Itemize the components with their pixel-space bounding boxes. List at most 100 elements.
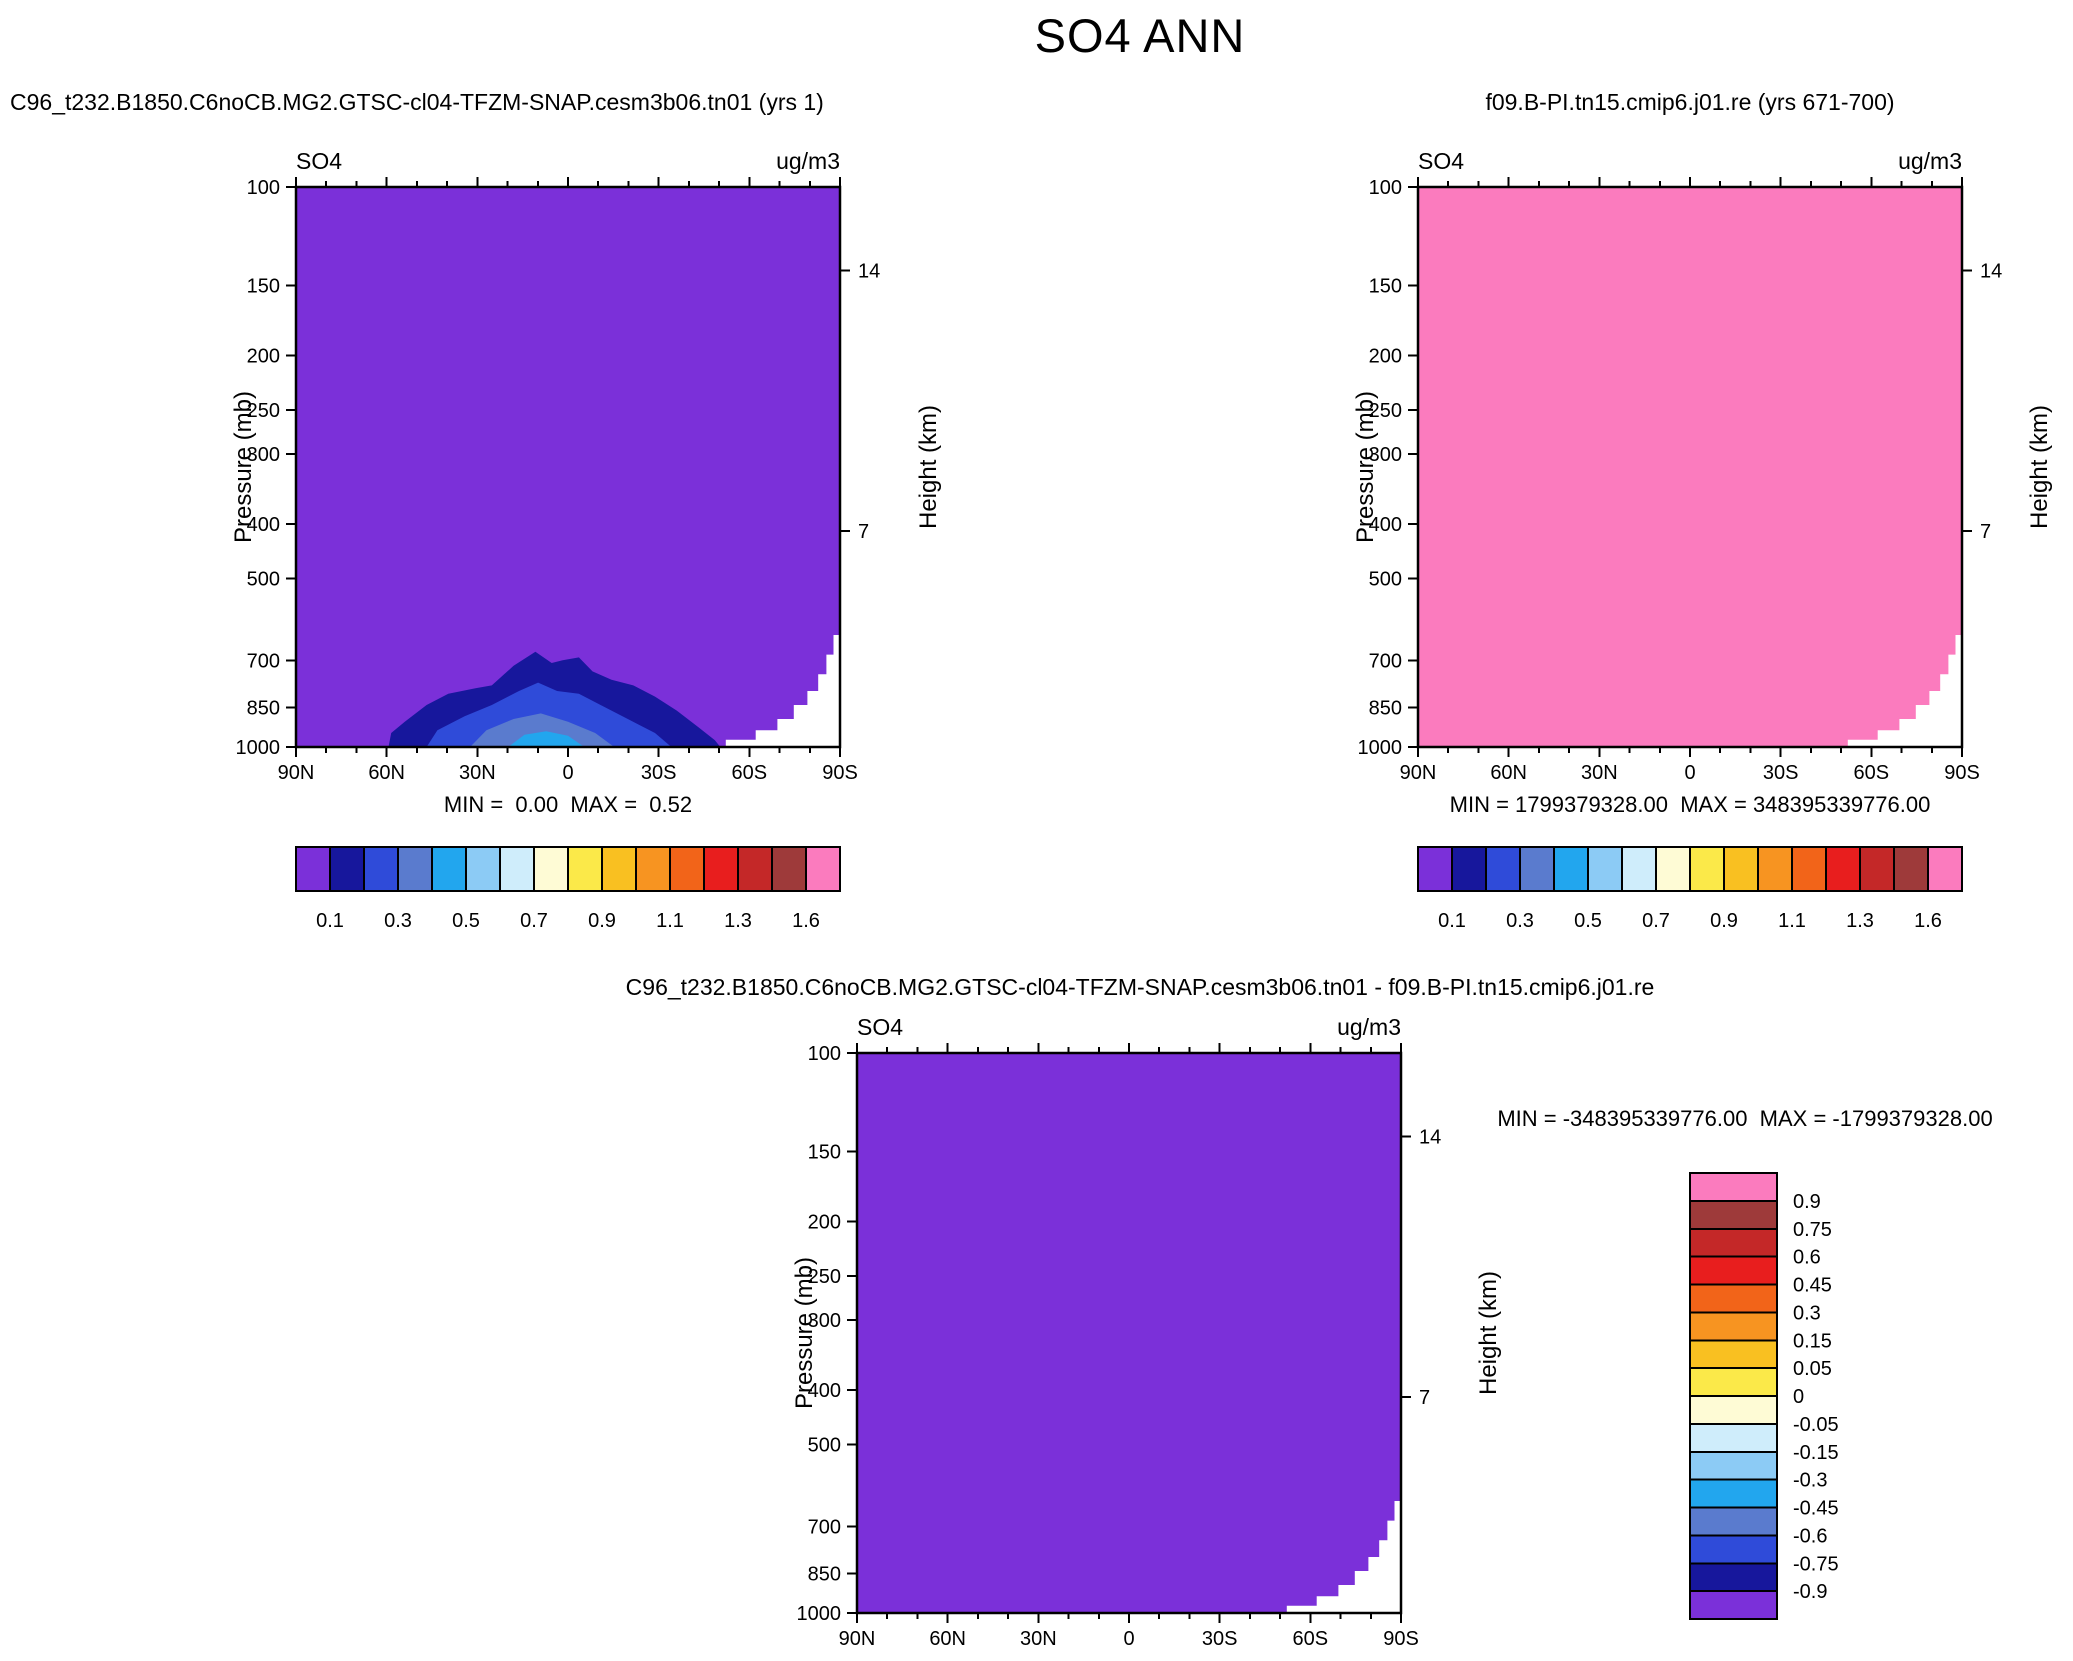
lat-tick-label: 90S	[822, 762, 858, 784]
pressure-tick-label: 400	[1369, 514, 1402, 536]
panel1-header-row: SO4 ug/m3	[296, 148, 840, 175]
colorbar-label: 1.3	[1846, 910, 1874, 932]
pressure-tick-label: 250	[808, 1266, 841, 1288]
colorbar-label: 0.9	[588, 910, 616, 932]
pressure-tick-label: 150	[247, 276, 280, 298]
lat-tick-label: 90S	[1383, 1628, 1419, 1650]
pressure-tick-label: 250	[247, 400, 280, 422]
colorbar-label: -0.6	[1793, 1525, 1827, 1547]
panel3-title: C96_t232.B1850.C6noCB.MG2.GTSC-cl04-TFZM…	[625, 974, 1655, 1000]
panel3-minmax-text: MIN = -348395339776.00 MAX = -1799379328…	[1497, 1106, 1993, 1131]
colorbar-label: 0.3	[1506, 910, 1534, 932]
colorbar-label: -0.15	[1793, 1442, 1839, 1464]
pressure-tick-label: 500	[808, 1434, 841, 1456]
colorbar-label: 0.5	[452, 910, 480, 932]
pressure-tick-label: 150	[1369, 276, 1402, 298]
pressure-tick-label: 100	[808, 1043, 841, 1065]
colorbar-label: 0.9	[1710, 910, 1738, 932]
colorbar-label: 0.7	[1642, 910, 1670, 932]
topography-mask	[725, 635, 840, 747]
panel1-units-label: ug/m3	[776, 148, 840, 174]
lat-tick-label: 60N	[1490, 762, 1527, 784]
colorbar-label: 0.1	[316, 910, 344, 932]
height-tick-label: 7	[1980, 521, 1991, 543]
pressure-tick-label: 100	[247, 177, 280, 199]
lat-tick-label: 0	[1123, 1628, 1134, 1650]
lat-tick-label: 30N	[459, 762, 496, 784]
colorbar-horizontal	[1417, 846, 1963, 892]
panel2-minmax-text: MIN = 1799379328.00 MAX = 348395339776.0…	[1449, 792, 1931, 817]
field-background	[1418, 187, 1962, 747]
lat-tick-label: 0	[562, 762, 573, 784]
lat-tick-label: 90N	[1400, 762, 1437, 784]
colorbar-horizontal	[295, 846, 841, 892]
lat-tick-label: 60S	[732, 762, 768, 784]
axis-ticks	[1408, 177, 1972, 757]
axis-ticks	[286, 177, 850, 757]
colorbar-label: 0.3	[1793, 1302, 1821, 1324]
panel3-header-row: SO4 ug/m3	[857, 1014, 1401, 1041]
colorbar-label: 1.1	[1778, 910, 1806, 932]
colorbar-label: -0.45	[1793, 1498, 1839, 1520]
lat-tick-label: 60N	[368, 762, 405, 784]
panel1-title: C96_t232.B1850.C6noCB.MG2.GTSC-cl04-TFZM…	[10, 89, 824, 115]
pressure-tick-label: 300	[247, 444, 280, 466]
pressure-tick-label: 300	[808, 1310, 841, 1332]
contour-fill	[470, 713, 615, 747]
colorbar-label: 1.1	[656, 910, 684, 932]
pressure-tick-label: 1000	[236, 737, 281, 759]
height-tick-label: 14	[1980, 261, 2002, 283]
colorbar-vertical	[1689, 1172, 1778, 1620]
panel1-minmax-text: MIN = 0.00 MAX = 0.52	[443, 792, 693, 817]
panel2-variable-label: SO4	[1418, 148, 1465, 174]
colorbar-label: 0.05	[1793, 1358, 1832, 1380]
pressure-tick-label: 850	[808, 1563, 841, 1585]
pressure-tick-label: 300	[1369, 444, 1402, 466]
lat-tick-label: 30S	[641, 762, 677, 784]
colorbar-label: -0.3	[1793, 1470, 1827, 1492]
panel2-header-row: SO4 ug/m3	[1418, 148, 1962, 175]
pressure-tick-label: 700	[808, 1516, 841, 1538]
pressure-tick-label: 400	[808, 1380, 841, 1402]
colorbar-label: 0.45	[1793, 1275, 1832, 1297]
colorbar-label: 0.1	[1438, 910, 1466, 932]
colorbar-label: 0.7	[520, 910, 548, 932]
pressure-tick-label: 1000	[797, 1603, 842, 1625]
colorbar-label: 1.6	[792, 910, 820, 932]
pressure-tick-label: 500	[1369, 568, 1402, 590]
pressure-tick-label: 700	[1369, 650, 1402, 672]
lat-tick-label: 90S	[1944, 762, 1980, 784]
topography-mask	[1286, 1501, 1401, 1613]
colorbar-label: -0.9	[1793, 1581, 1827, 1603]
colorbar-label: 1.6	[1914, 910, 1942, 932]
height-tick-label: 7	[1419, 1387, 1430, 1409]
lat-tick-label: 90N	[839, 1628, 876, 1650]
colorbar-label: 0	[1793, 1386, 1804, 1408]
field-background	[857, 1053, 1401, 1613]
panel-3-plot: 90N 60N 30N 0 30S 60S 90S 100 150 200 250 300 400 500…	[797, 1043, 1839, 1650]
colorbar-label: 0.15	[1793, 1330, 1832, 1352]
pressure-tick-label: 1000	[1358, 737, 1403, 759]
lat-tick-label: 30N	[1581, 762, 1618, 784]
pressure-tick-label: 250	[1369, 400, 1402, 422]
field-background	[296, 187, 840, 747]
panel3-units-label: ug/m3	[1337, 1014, 1401, 1040]
height-tick-label: 14	[1419, 1127, 1441, 1149]
contour-fill	[508, 731, 585, 747]
panel-1-plot: 90N 60N 30N 0 30S 60S 90S 100 150 200 250 300 400 500…	[236, 177, 880, 932]
panel1-variable-label: SO4	[296, 148, 343, 174]
pressure-tick-label: 400	[247, 514, 280, 536]
panel-2-plot: 90N 60N 30N 0 30S 60S 90S 100 150 200 250 300 400 500…	[1358, 177, 2002, 932]
pressure-tick-label: 200	[1369, 346, 1402, 368]
lat-tick-label: 60S	[1854, 762, 1890, 784]
pressure-tick-label: 850	[247, 697, 280, 719]
panel3-variable-label: SO4	[857, 1014, 904, 1040]
colorbar-label: 0.75	[1793, 1219, 1832, 1241]
colorbar-label: -0.75	[1793, 1553, 1839, 1575]
pressure-tick-label: 150	[808, 1142, 841, 1164]
height-tick-label: 7	[858, 521, 869, 543]
height-tick-label: 14	[858, 261, 880, 283]
colorbar-label: 0.3	[384, 910, 412, 932]
panel2-title: f09.B-PI.tn15.cmip6.j01.re (yrs 671-700)	[1485, 89, 1895, 115]
